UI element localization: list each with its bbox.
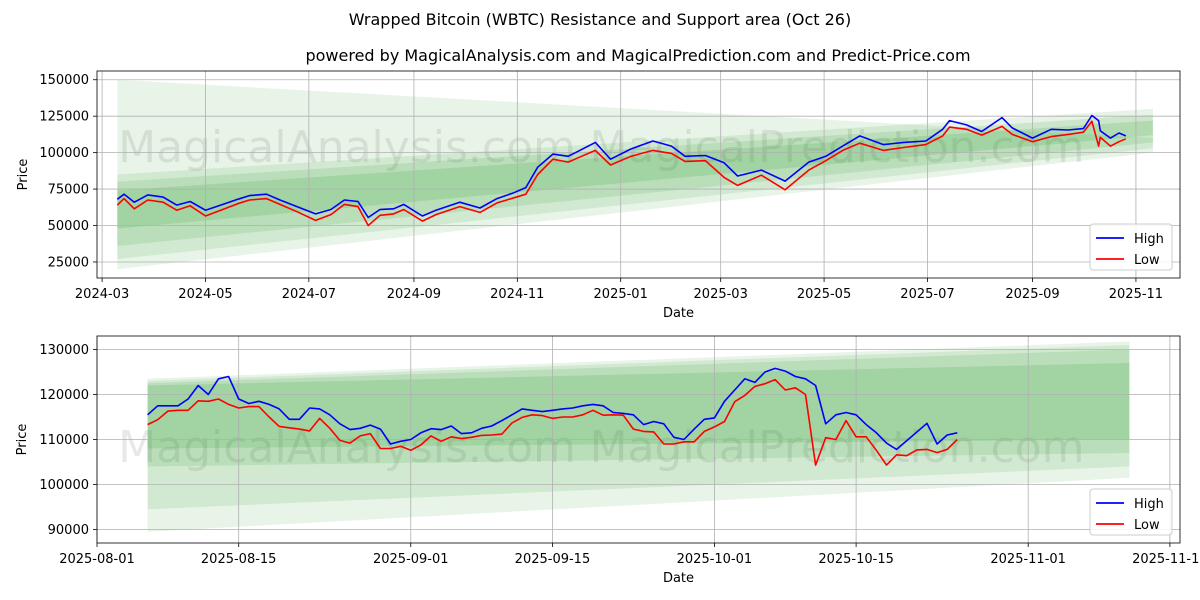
legend: High Low (1089, 223, 1173, 271)
x-tick-label: 2025-09-15 (515, 552, 591, 567)
axes-frame (96, 70, 1181, 279)
x-tick-label: 2024-09 (387, 287, 441, 302)
y-tick-label: 100000 (39, 146, 89, 161)
series-line-high (147, 367, 958, 451)
y-axis-label: Price (16, 159, 31, 191)
resistance-support-band (147, 363, 1130, 449)
watermark: MagicalPrediction.com (590, 422, 1085, 473)
x-axis-label: Date (663, 571, 694, 586)
watermark: MagicalAnalysis.com (118, 122, 576, 173)
x-tick-label: 2025-11 (1109, 287, 1163, 302)
series-line-low (116, 120, 1127, 227)
series-line-high (116, 114, 1127, 219)
watermark: MagicalPrediction.com (590, 122, 1085, 173)
x-tick-label: 2025-11-15 (1132, 552, 1200, 567)
x-tick-label: 2025-07 (900, 287, 954, 302)
legend-label-high: High (1134, 232, 1164, 247)
resistance-support-band (147, 345, 1130, 510)
series-group (116, 114, 1127, 227)
chart-title: Wrapped Bitcoin (WBTC) Resistance and Su… (349, 10, 851, 29)
resistance-support-band (117, 108, 1153, 260)
x-tick-label: 2025-05 (797, 287, 851, 302)
resistance-support-band (117, 114, 1153, 246)
y-tick-label: 150000 (39, 73, 89, 88)
resistance-support-band (117, 120, 1153, 229)
legend-box (1089, 223, 1173, 271)
y-tick-label: 120000 (39, 388, 89, 403)
y-tick-label: 100000 (39, 478, 89, 493)
y-axis-label: Price (15, 424, 30, 456)
x-tick-label: 2025-08-01 (59, 552, 135, 567)
band-group (147, 341, 1130, 532)
band-group (117, 79, 1153, 270)
x-tick-label: 2025-10-01 (677, 552, 753, 567)
legend-label-high: High (1134, 497, 1164, 512)
legend-label-low: Low (1134, 253, 1160, 268)
y-tick-label: 125000 (39, 110, 89, 125)
x-tick-label: 2025-10-15 (818, 552, 894, 567)
axes-frame (96, 335, 1181, 544)
series-group (147, 367, 958, 466)
x-tick-label: 2024-07 (282, 287, 336, 302)
y-tick-label: 110000 (39, 433, 89, 448)
series-line-low (147, 378, 958, 466)
legend: High Low (1089, 488, 1173, 536)
x-tick-label: 2024-11 (490, 287, 544, 302)
y-tick-label: 50000 (48, 219, 89, 234)
x-axis-label: Date (663, 306, 694, 321)
resistance-support-band (147, 349, 1130, 467)
y-tick-label: 25000 (48, 255, 89, 270)
legend-box (1089, 488, 1173, 536)
x-tick-label: 2025-01 (594, 287, 648, 302)
watermark: MagicalAnalysis.com (118, 422, 576, 473)
top-panel: MagicalAnalysis.com MagicalPrediction.com… (16, 70, 1181, 321)
x-tick-label: 2025-09-01 (373, 552, 449, 567)
x-tick-label: 2024-03 (75, 287, 129, 302)
x-tick-label: 2025-03 (694, 287, 748, 302)
bottom-panel: MagicalAnalysis.com MagicalPrediction.com… (15, 335, 1200, 586)
x-tick-label: 2025-11-01 (990, 552, 1066, 567)
chart-subtitle: powered by MagicalAnalysis.com and Magic… (305, 46, 970, 65)
x-tick-label: 2024-05 (178, 287, 232, 302)
y-tick-label: 130000 (39, 343, 89, 358)
legend-label-low: Low (1134, 518, 1160, 533)
y-tick-label: 90000 (48, 523, 89, 538)
resistance-support-band (117, 79, 1153, 270)
y-tick-label: 75000 (48, 183, 89, 198)
x-tick-label: 2025-09 (1005, 287, 1059, 302)
x-tick-label: 2025-08-15 (201, 552, 277, 567)
